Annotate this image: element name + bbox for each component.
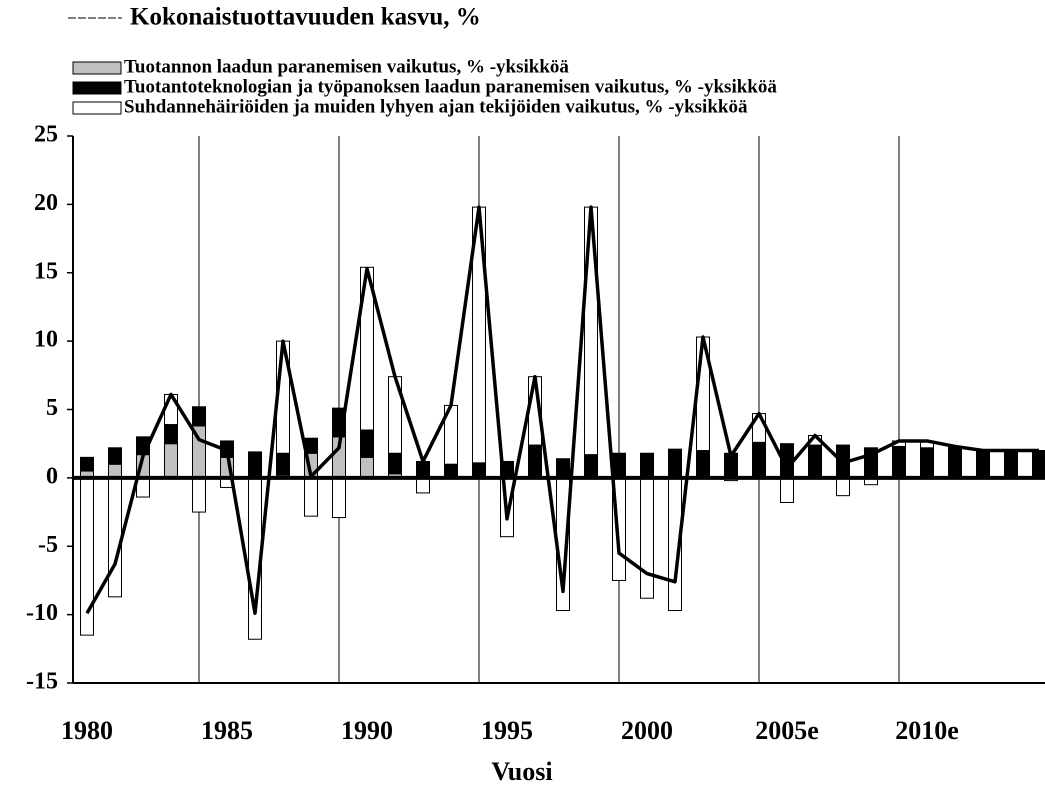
bar-segment xyxy=(108,447,122,465)
bar-segment xyxy=(192,406,206,427)
bar-segment xyxy=(416,460,430,479)
bar-segment xyxy=(276,452,290,476)
x-tick-label: 1980 xyxy=(61,716,113,745)
bar-segment xyxy=(920,447,934,479)
bar-segment xyxy=(752,441,766,479)
legend-swatch xyxy=(72,81,122,95)
bar-segment xyxy=(416,477,430,494)
bar-segment xyxy=(696,450,710,479)
legend-swatch xyxy=(72,61,122,75)
bar-segment xyxy=(836,477,850,497)
line xyxy=(85,205,1039,616)
x-tick-label: 1995 xyxy=(481,716,533,745)
bar-segment xyxy=(248,451,262,479)
y-tick-label: -5 xyxy=(38,532,58,558)
bar-segment xyxy=(164,424,178,445)
bar-segment xyxy=(304,477,318,517)
bar-segment xyxy=(640,452,654,479)
y-tick-label: 20 xyxy=(34,190,58,216)
y-tick-label: 15 xyxy=(34,258,58,284)
bar-segment xyxy=(668,448,682,479)
bar-segment xyxy=(80,456,94,472)
bar-segment xyxy=(528,444,542,479)
x-tick-label: 2005e xyxy=(755,716,819,745)
bar-segment xyxy=(332,477,346,519)
y-tick-label: 10 xyxy=(34,327,58,353)
legend-swatch xyxy=(72,101,122,115)
legend-label: Tuotantoteknologian ja työpanoksen laadu… xyxy=(124,76,777,97)
x-tick-label: 2000 xyxy=(621,716,673,745)
bar-segment xyxy=(976,450,990,479)
bar-segment xyxy=(612,452,626,479)
bar-segment xyxy=(108,477,122,598)
bar-segment xyxy=(1032,450,1045,479)
bar-segment xyxy=(472,462,486,479)
bar-segment xyxy=(360,456,374,479)
bar-segment xyxy=(108,463,122,479)
bar-segment xyxy=(892,445,906,479)
bar-segment xyxy=(444,463,458,479)
bar-segment xyxy=(1004,450,1018,479)
y-tick-label: -15 xyxy=(26,669,58,695)
y-tick-label: 25 xyxy=(34,122,58,148)
bar-segment xyxy=(948,445,962,479)
bar-segment xyxy=(556,458,570,479)
y-tick-label: 0 xyxy=(46,463,58,489)
legend-label: Suhdannehäiriöiden ja muiden lyhyen ajan… xyxy=(124,96,748,117)
y-tick-label: 5 xyxy=(46,395,58,421)
bar-segment xyxy=(360,429,374,458)
bar-segment xyxy=(640,477,654,599)
bar-segment xyxy=(780,477,794,503)
x-tick-label: 1985 xyxy=(201,716,253,745)
bar-segment xyxy=(808,444,822,479)
x-tick-label: 2010e xyxy=(895,716,959,745)
y-tick-label: -10 xyxy=(26,600,58,626)
x-axis-label: Vuosi xyxy=(491,757,552,786)
bar-segment xyxy=(192,477,206,513)
bar-segment xyxy=(164,443,178,479)
bar-segment xyxy=(388,452,402,475)
legend-label: Kokonaistuottavuuden kasvu, % xyxy=(130,4,481,31)
bar-segment xyxy=(136,477,150,498)
bar-segment xyxy=(584,454,598,479)
x-tick-label: 1990 xyxy=(341,716,393,745)
legend-label: Tuotannon laadun paranemisen vaikutus, %… xyxy=(124,56,569,77)
